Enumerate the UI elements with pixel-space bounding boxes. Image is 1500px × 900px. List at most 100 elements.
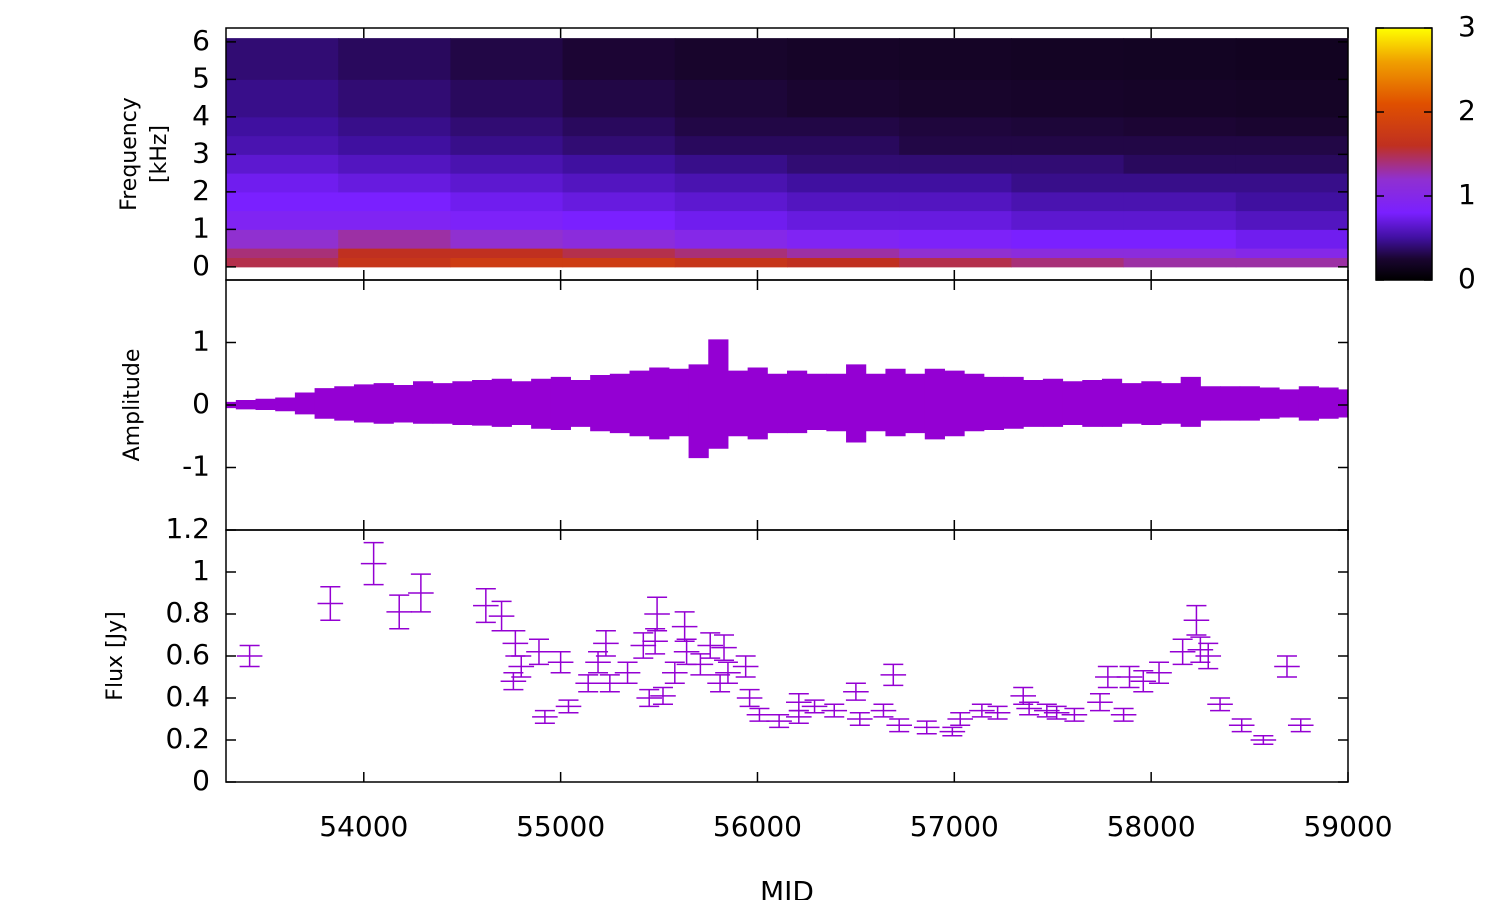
heatmap-cell bbox=[562, 191, 676, 212]
heatmap-cell bbox=[450, 79, 564, 118]
heatmap-cell bbox=[338, 38, 451, 80]
heatmap-cell bbox=[562, 210, 676, 230]
amplitude-band bbox=[531, 378, 552, 429]
heatmap-cell bbox=[1123, 38, 1237, 80]
amplitude-band bbox=[1318, 387, 1339, 419]
heatmap-cell bbox=[674, 191, 788, 212]
amplitude-band bbox=[846, 364, 867, 443]
heatmap-cell bbox=[450, 135, 564, 155]
amplitude-band bbox=[1121, 383, 1142, 424]
heatmap-cell bbox=[1123, 173, 1237, 193]
amplitude-band bbox=[1298, 386, 1319, 421]
y-tick-label: 0.4 bbox=[165, 680, 210, 713]
x-tick-label: 54000 bbox=[319, 810, 408, 843]
heatmap-cell bbox=[674, 229, 788, 249]
x-tick-label: 58000 bbox=[1107, 810, 1196, 843]
heatmap-cell bbox=[674, 248, 788, 258]
heatmap-cell bbox=[674, 135, 788, 155]
heatmap-cell bbox=[787, 154, 900, 174]
plot-area bbox=[226, 339, 1348, 459]
heatmap-cell bbox=[562, 135, 676, 155]
amplitude-band bbox=[314, 388, 335, 419]
amplitude-band bbox=[1338, 389, 1348, 418]
plot-area bbox=[236, 541, 1314, 745]
heatmap-cell bbox=[674, 154, 788, 174]
y-tick-label: 0.6 bbox=[165, 638, 210, 671]
amplitude-band bbox=[826, 373, 847, 432]
heatmap-cell bbox=[226, 248, 339, 258]
heatmap-cell bbox=[450, 248, 564, 258]
y-tick-label: 1.2 bbox=[165, 512, 210, 545]
y-tick-label: -1 bbox=[182, 450, 210, 483]
heatmap-cell bbox=[1011, 173, 1125, 193]
heatmap-cell bbox=[562, 79, 676, 118]
heatmap-cell bbox=[450, 116, 564, 137]
amplitude-band bbox=[944, 370, 965, 437]
heatmap-cell bbox=[1123, 248, 1237, 258]
heatmap-cell bbox=[1123, 116, 1237, 137]
heatmap-cell bbox=[1235, 229, 1348, 249]
amplitude-band bbox=[235, 400, 257, 410]
heatmap-cell bbox=[450, 257, 564, 268]
heatmap-cell bbox=[450, 191, 564, 212]
amplitude-band bbox=[353, 384, 375, 423]
amplitude-band bbox=[413, 381, 434, 424]
x-tick-label: 59000 bbox=[1303, 810, 1392, 843]
heatmap-cell bbox=[787, 229, 900, 249]
heatmap-cell bbox=[450, 210, 564, 230]
colorbar-tick-label: 2 bbox=[1458, 94, 1476, 127]
amplitude-band bbox=[472, 380, 493, 426]
heatmap-cell bbox=[1123, 257, 1237, 268]
amplitude-band bbox=[334, 386, 355, 421]
amplitude-band bbox=[570, 380, 591, 427]
heatmap-cell bbox=[1235, 173, 1348, 193]
amplitude-band bbox=[787, 370, 808, 434]
amplitude-band bbox=[1042, 378, 1064, 427]
heatmap-cell bbox=[226, 257, 339, 268]
amplitude-band bbox=[668, 368, 690, 437]
heatmap-cell bbox=[674, 79, 788, 118]
heatmap-cell bbox=[1123, 210, 1237, 230]
heatmap-cell bbox=[787, 210, 900, 230]
amplitude-band bbox=[550, 376, 571, 430]
heatmap-cell bbox=[674, 257, 788, 268]
heatmap-cell bbox=[338, 191, 451, 212]
amplitude-band bbox=[688, 364, 709, 459]
heatmap-cell bbox=[338, 79, 451, 118]
y-tick-label: 0 bbox=[192, 249, 210, 282]
amplitude-band bbox=[275, 397, 296, 412]
heatmap-cell bbox=[1011, 229, 1125, 249]
heatmap-cell bbox=[338, 210, 451, 230]
heatmap-cell bbox=[899, 79, 1012, 118]
amplitude-band bbox=[649, 367, 670, 440]
y-tick-label: 2 bbox=[192, 174, 210, 207]
heatmap-cell bbox=[674, 116, 788, 137]
heatmap-cell bbox=[674, 210, 788, 230]
heatmap-cell bbox=[787, 38, 900, 80]
heatmap-cell bbox=[338, 135, 451, 155]
amplitude-band bbox=[1101, 378, 1123, 427]
heatmap-cell bbox=[226, 229, 339, 249]
heatmap-cell bbox=[1123, 154, 1237, 174]
heatmap-cell bbox=[787, 135, 900, 155]
heatmap-cell bbox=[1011, 257, 1125, 268]
amplitude-band bbox=[924, 368, 945, 440]
y-tick-label: 0.8 bbox=[165, 596, 210, 629]
amplitude-band bbox=[983, 376, 1005, 430]
heatmap-cell bbox=[338, 257, 451, 268]
amplitude-band bbox=[255, 398, 276, 410]
heatmap-cell bbox=[1235, 248, 1348, 258]
heatmap-cell bbox=[562, 229, 676, 249]
heatmap-cell bbox=[450, 173, 564, 193]
amplitude-band bbox=[708, 339, 729, 449]
amplitude-band bbox=[1023, 380, 1044, 427]
heatmap-cell bbox=[899, 248, 1012, 258]
heatmap-cell bbox=[338, 229, 451, 249]
heatmap-cell bbox=[562, 116, 676, 137]
heatmap-cell bbox=[562, 154, 676, 174]
y-axis-label: Amplitude bbox=[120, 349, 145, 462]
y-tick-label: 6 bbox=[192, 24, 210, 57]
heatmap-cell bbox=[226, 210, 339, 230]
